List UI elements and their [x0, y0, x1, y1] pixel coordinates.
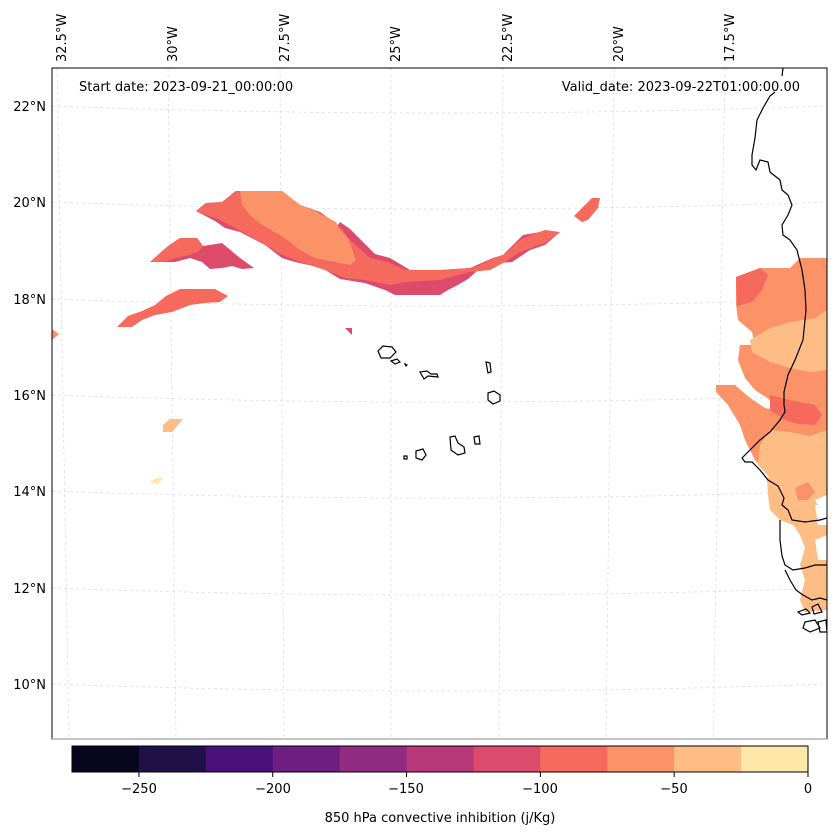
contour-africa-red1 [736, 268, 768, 306]
contour-africa-outer [716, 258, 827, 480]
colorbar-tick-label: −250 [121, 782, 157, 797]
contour-main-arc-core [240, 191, 356, 265]
island-boa-vista [487, 390, 501, 405]
lat-labels: 22°N 20°N 18°N 16°N 14°N 12°N 10°N [13, 100, 46, 693]
valid-date-label: Valid_date: 2023-09-22T01:00:00.00 [562, 80, 800, 95]
colorbar-swatch [540, 746, 608, 772]
coastline-bijagos-4 [817, 619, 827, 633]
lon-label: 17.5°W [723, 14, 738, 62]
contour-africa-light1 [750, 310, 827, 372]
contour-nw-fragment-light [150, 238, 203, 262]
contour-ne-fragment [574, 198, 600, 222]
parallel-gridline [52, 105, 827, 114]
colorbar-swatch [138, 746, 207, 772]
lon-label: 27.5°W [278, 14, 293, 62]
contour-africa-south-mid [795, 482, 815, 500]
lon-label: 30°W [166, 26, 181, 62]
lat-label: 12°N [13, 582, 46, 597]
start-date-label: Start date: 2023-09-21_00:00:00 [79, 80, 293, 95]
colorbar-tick-labels: −250 −200 −150 −100 −50 0 [121, 782, 812, 797]
contour-africa-south-white2 [815, 535, 827, 560]
lat-label: 10°N [13, 678, 46, 693]
colorbar-swatch [741, 746, 809, 772]
map-area[interactable] [52, 68, 827, 739]
colorbar-border [71, 745, 809, 773]
cin-contours [52, 191, 827, 612]
parallel-gridline [52, 201, 827, 210]
parallel-gridline [52, 394, 827, 403]
contour-left-edge [52, 329, 59, 340]
lon-label: 20°W [612, 26, 627, 62]
island-sao-nicolau [419, 370, 439, 380]
parallel-gridline [52, 490, 827, 499]
colorbar-tick-label: −100 [522, 782, 558, 797]
colorbar-tick-label: −200 [255, 782, 291, 797]
colorbar-tick-label: 0 [804, 782, 812, 797]
lat-label: 20°N [13, 196, 46, 211]
contour-africa-red2 [770, 395, 822, 425]
colorbar-label: 850 hPa convective inhibition (j/Kg) [325, 811, 556, 826]
contour-small-patch-a [163, 419, 183, 432]
contour-small-patch-b [150, 478, 163, 484]
island-sao-vicente [389, 358, 402, 365]
colorbar [72, 746, 809, 772]
coastline-bijagos-3 [802, 619, 821, 633]
contour-africa-light2 [758, 430, 827, 480]
lon-label: 25°W [389, 26, 404, 62]
lat-label: 16°N [13, 389, 46, 404]
lon-labels: 32.5°W 30°W 27.5°W 25°W 22.5°W 20°W 17.5… [55, 14, 738, 62]
colorbar-swatch [72, 746, 140, 772]
lat-label: 22°N [13, 100, 46, 115]
lat-label: 14°N [13, 485, 46, 500]
colorbar-swatch [406, 746, 474, 772]
colorbar-swatch [339, 746, 408, 772]
lon-label: 22.5°W [501, 14, 516, 62]
island-santa-luzia [403, 362, 409, 368]
colorbar-swatch [205, 746, 274, 772]
island-santiago [449, 435, 466, 456]
colorbar-swatch [607, 746, 675, 772]
colorbar-swatch [473, 746, 541, 772]
colorbar-tick-label: −150 [388, 782, 424, 797]
contour-tiny-triangle [345, 328, 352, 335]
lat-label: 18°N [13, 293, 46, 308]
island-brava [403, 455, 408, 460]
colorbar-swatch [674, 746, 742, 772]
island-fogo [415, 448, 427, 461]
coastline-africa [741, 68, 827, 601]
colorbar-swatch [272, 746, 341, 772]
colorbar-tick-label: −50 [660, 782, 687, 797]
coastline-bijagos-1 [796, 608, 812, 616]
island-sal [485, 361, 492, 374]
lon-label: 32.5°W [55, 14, 70, 62]
island-maio [473, 435, 481, 445]
contour-western-streak [117, 289, 228, 327]
colorbar-ticks [138, 772, 809, 777]
island-santo-antao [377, 345, 397, 359]
coastline-bijagos-2 [811, 603, 823, 615]
coastlines [377, 68, 827, 633]
parallel-gridline [52, 587, 827, 596]
parallel-gridline [52, 683, 827, 692]
